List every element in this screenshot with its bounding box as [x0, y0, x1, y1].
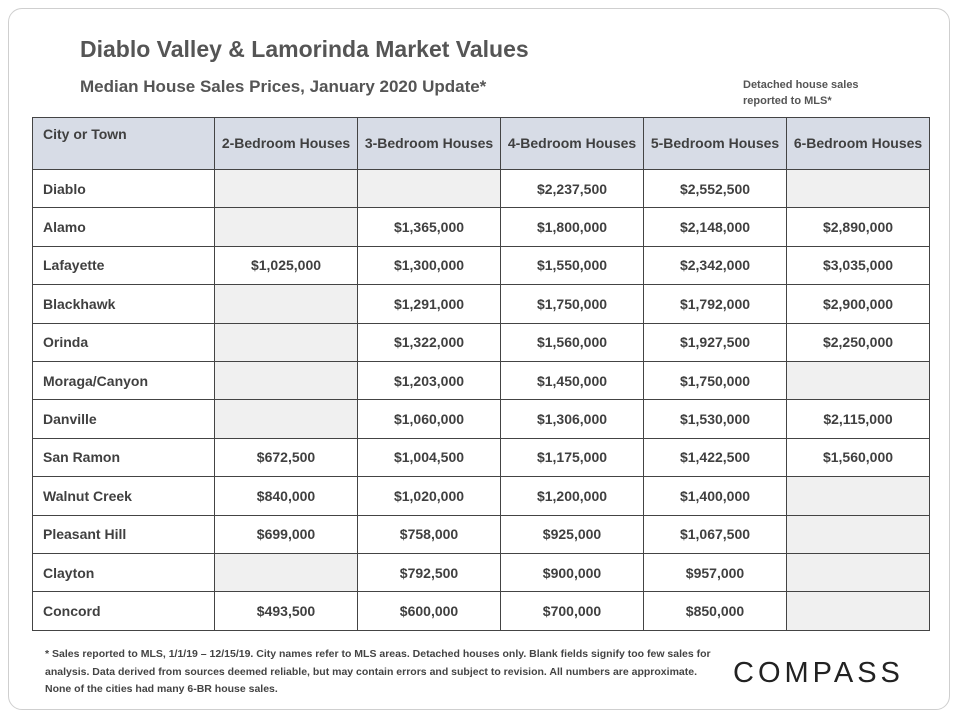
column-header-3br: 3-Bedroom Houses [357, 117, 501, 170]
price-cell: $1,530,000 [643, 399, 787, 439]
price-cell: $925,000 [500, 514, 644, 554]
table-header-row: City or Town 2-Bedroom Houses 3-Bedroom … [32, 117, 930, 170]
price-cell [214, 207, 358, 247]
price-cell: $1,550,000 [500, 245, 644, 286]
price-cell [786, 168, 930, 209]
city-name-cell: Diablo [32, 168, 215, 209]
column-header-6br: 6-Bedroom Houses [786, 117, 930, 170]
data-source-note: Detached house sales reported to MLS* [743, 79, 859, 107]
price-cell: $1,020,000 [357, 476, 501, 516]
city-name-cell: Concord [32, 591, 215, 631]
footnote: * Sales reported to MLS, 1/1/19 – 12/15/… [45, 648, 711, 695]
price-cell [786, 476, 930, 516]
price-cell: $1,322,000 [357, 322, 501, 362]
table-row: Moraga/Canyon $1,203,000 $1,450,000 $1,750,… [32, 360, 930, 401]
price-cell: $1,306,000 [500, 399, 644, 439]
price-cell: $2,115,000 [786, 399, 930, 439]
price-cell [214, 284, 358, 324]
price-cell: $2,342,000 [643, 245, 787, 286]
table-row: Pleasant Hill $699,000 $758,000 $925,000 $1,… [32, 514, 930, 554]
price-cell: $900,000 [500, 552, 644, 593]
table-row: San Ramon $672,500 $1,004,500 $1,175,000 $1,… [32, 437, 930, 478]
price-cell: $1,060,000 [357, 399, 501, 439]
price-cell: $1,291,000 [357, 284, 501, 324]
price-cell: $1,300,000 [357, 245, 501, 286]
price-cell [357, 168, 501, 209]
city-name-cell: Moraga/Canyon [32, 360, 215, 401]
price-cell [786, 591, 930, 631]
price-cell: $1,400,000 [643, 476, 787, 516]
price-cell: $1,560,000 [786, 437, 930, 478]
price-cell: $699,000 [214, 514, 358, 554]
column-header-city: City or Town [32, 117, 215, 170]
price-cell: $957,000 [643, 552, 787, 593]
page-subtitle: Median House Sales Prices, January 2020 … [80, 77, 487, 96]
city-name-cell: Clayton [32, 552, 215, 593]
price-cell: $1,750,000 [643, 360, 787, 401]
price-cell: $1,792,000 [643, 284, 787, 324]
price-cell [214, 399, 358, 439]
price-cell: $493,500 [214, 591, 358, 631]
city-name-cell: Alamo [32, 207, 215, 247]
price-cell: $2,250,000 [786, 322, 930, 362]
price-cell: $1,004,500 [357, 437, 501, 478]
price-cell: $840,000 [214, 476, 358, 516]
price-cell [214, 552, 358, 593]
column-header-5br: 5-Bedroom Houses [643, 117, 787, 170]
price-cell: $672,500 [214, 437, 358, 478]
city-name-cell: Blackhawk [32, 284, 215, 324]
price-cell: $758,000 [357, 514, 501, 554]
page-title: Diablo Valley & Lamorinda Market Values [80, 36, 529, 62]
city-name-cell: Orinda [32, 322, 215, 362]
price-cell: $1,025,000 [214, 245, 358, 286]
price-cell [214, 360, 358, 401]
price-cell [786, 514, 930, 554]
price-cell: $792,500 [357, 552, 501, 593]
city-name-cell: Pleasant Hill [32, 514, 215, 554]
table-row: Alamo $1,365,000 $1,800,000 $2,148,000 $2,89… [32, 207, 930, 247]
table-row: Clayton $792,500 $900,000 $957,000 [32, 552, 930, 593]
table-row: Concord $493,500 $600,000 $700,000 $850,000 [32, 591, 930, 631]
table-row: Orinda $1,322,000 $1,560,000 $1,927,500 $2,2… [32, 322, 930, 362]
table-row: Walnut Creek $840,000 $1,020,000 $1,200,000… [32, 476, 930, 516]
city-name-cell: San Ramon [32, 437, 215, 478]
price-cell: $1,365,000 [357, 207, 501, 247]
price-cell: $1,175,000 [500, 437, 644, 478]
price-cell: $2,552,500 [643, 168, 787, 209]
price-cell: $1,927,500 [643, 322, 787, 362]
city-name-cell: Walnut Creek [32, 476, 215, 516]
price-cell: $1,203,000 [357, 360, 501, 401]
price-cell: $3,035,000 [786, 245, 930, 286]
city-name-cell: Lafayette [32, 245, 215, 286]
price-cell: $700,000 [500, 591, 644, 631]
price-cell: $1,750,000 [500, 284, 644, 324]
median-prices-table: City or Town 2-Bedroom Houses 3-Bedroom … [32, 117, 930, 631]
price-cell: $850,000 [643, 591, 787, 631]
price-cell [214, 322, 358, 362]
price-cell: $600,000 [357, 591, 501, 631]
price-cell: $1,560,000 [500, 322, 644, 362]
column-header-2br: 2-Bedroom Houses [214, 117, 358, 170]
compass-logo: COMPASS [733, 657, 904, 689]
price-cell [786, 552, 930, 593]
price-cell: $2,237,500 [500, 168, 644, 209]
price-cell: $2,148,000 [643, 207, 787, 247]
table-row: Diablo $2,237,500 $2,552,500 [32, 168, 930, 209]
price-cell: $1,422,500 [643, 437, 787, 478]
price-cell: $2,900,000 [786, 284, 930, 324]
price-cell: $1,450,000 [500, 360, 644, 401]
slide-frame [8, 8, 950, 710]
price-cell [786, 360, 930, 401]
table-row: Lafayette $1,025,000 $1,300,000 $1,550,000 $… [32, 245, 930, 286]
price-cell: $1,800,000 [500, 207, 644, 247]
price-cell: $2,890,000 [786, 207, 930, 247]
price-cell [214, 168, 358, 209]
city-name-cell: Danville [32, 399, 215, 439]
price-cell: $1,067,500 [643, 514, 787, 554]
table-row: Blackhawk $1,291,000 $1,750,000 $1,792,000 $… [32, 284, 930, 324]
table-row: Danville $1,060,000 $1,306,000 $1,530,000 $2… [32, 399, 930, 439]
price-cell: $1,200,000 [500, 476, 644, 516]
column-header-4br: 4-Bedroom Houses [500, 117, 644, 170]
